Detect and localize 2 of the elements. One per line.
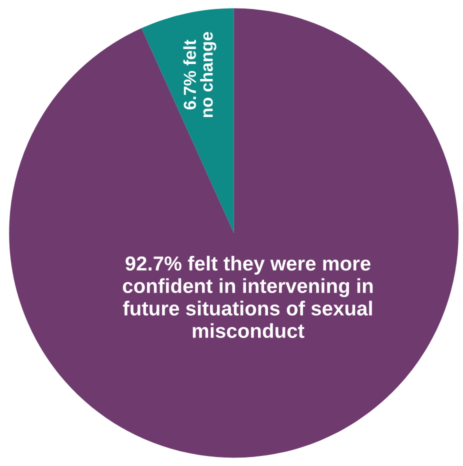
slice-label: 92.7% felt they were more confident in intervening in future situations of sexual misconduct — [122, 256, 373, 338]
slice-label: 6.7% felt no change — [183, 32, 216, 118]
